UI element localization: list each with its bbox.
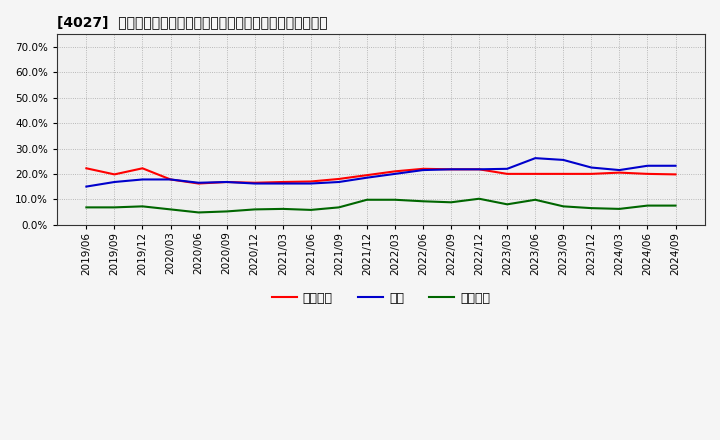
買入債務 <box>222 209 231 214</box>
売上債権 <box>615 170 624 175</box>
買入債務 <box>503 202 511 207</box>
売上債権 <box>138 165 147 171</box>
売上債権 <box>419 166 428 172</box>
売上債権 <box>559 171 567 176</box>
在庫 <box>447 167 456 172</box>
在庫 <box>279 181 287 186</box>
在庫 <box>251 181 259 186</box>
売上債権 <box>279 180 287 185</box>
Line: 売上債権: 売上債権 <box>86 168 675 183</box>
売上債権 <box>447 167 456 172</box>
売上債権 <box>503 171 511 176</box>
在庫 <box>615 168 624 173</box>
在庫 <box>559 157 567 162</box>
在庫 <box>307 181 315 186</box>
買入債務 <box>643 203 652 208</box>
在庫 <box>391 171 400 176</box>
在庫 <box>587 165 595 170</box>
売上債権 <box>643 171 652 176</box>
在庫 <box>138 177 147 182</box>
在庫 <box>110 180 119 185</box>
買入債務 <box>363 197 372 202</box>
在庫 <box>531 155 539 161</box>
在庫 <box>419 168 428 173</box>
売上債権 <box>587 171 595 176</box>
在庫 <box>222 180 231 185</box>
買入債務 <box>335 205 343 210</box>
買入債務 <box>587 205 595 211</box>
売上債権 <box>671 172 680 177</box>
売上債権 <box>335 176 343 182</box>
Line: 在庫: 在庫 <box>86 158 675 187</box>
買入債務 <box>251 207 259 212</box>
売上債権 <box>391 169 400 174</box>
在庫 <box>335 180 343 185</box>
買入債務 <box>194 210 203 215</box>
売上債権 <box>251 180 259 185</box>
在庫 <box>643 163 652 169</box>
買入債務 <box>166 207 175 212</box>
買入債務 <box>279 206 287 212</box>
買入債務 <box>138 204 147 209</box>
在庫 <box>194 180 203 185</box>
在庫 <box>363 175 372 180</box>
買入債務 <box>391 197 400 202</box>
買入債務 <box>307 207 315 213</box>
売上債権 <box>194 181 203 186</box>
Text: [4027]  売上債権、在庫、買入債務の総資産に対すべ比率の推移: [4027] 売上債権、在庫、買入債務の総資産に対すべ比率の推移 <box>57 15 328 29</box>
売上債権 <box>82 165 91 171</box>
売上債権 <box>222 180 231 185</box>
買入債務 <box>419 198 428 204</box>
売上債権 <box>363 172 372 178</box>
売上債権 <box>166 177 175 182</box>
Line: 買入債務: 買入債務 <box>86 199 675 213</box>
売上債権 <box>307 179 315 184</box>
買入債務 <box>615 206 624 212</box>
在庫 <box>503 166 511 172</box>
買入債務 <box>671 203 680 208</box>
売上債権 <box>474 167 483 172</box>
買入債務 <box>474 196 483 202</box>
売上債権 <box>110 172 119 177</box>
在庫 <box>166 177 175 182</box>
Legend: 売上債権, 在庫, 買入債務: 売上債権, 在庫, 買入債務 <box>266 287 495 310</box>
在庫 <box>671 163 680 169</box>
買入債務 <box>110 205 119 210</box>
買入債務 <box>447 200 456 205</box>
在庫 <box>474 167 483 172</box>
買入債務 <box>531 197 539 202</box>
買入債務 <box>82 205 91 210</box>
買入債務 <box>559 204 567 209</box>
在庫 <box>82 184 91 189</box>
売上債権 <box>531 171 539 176</box>
